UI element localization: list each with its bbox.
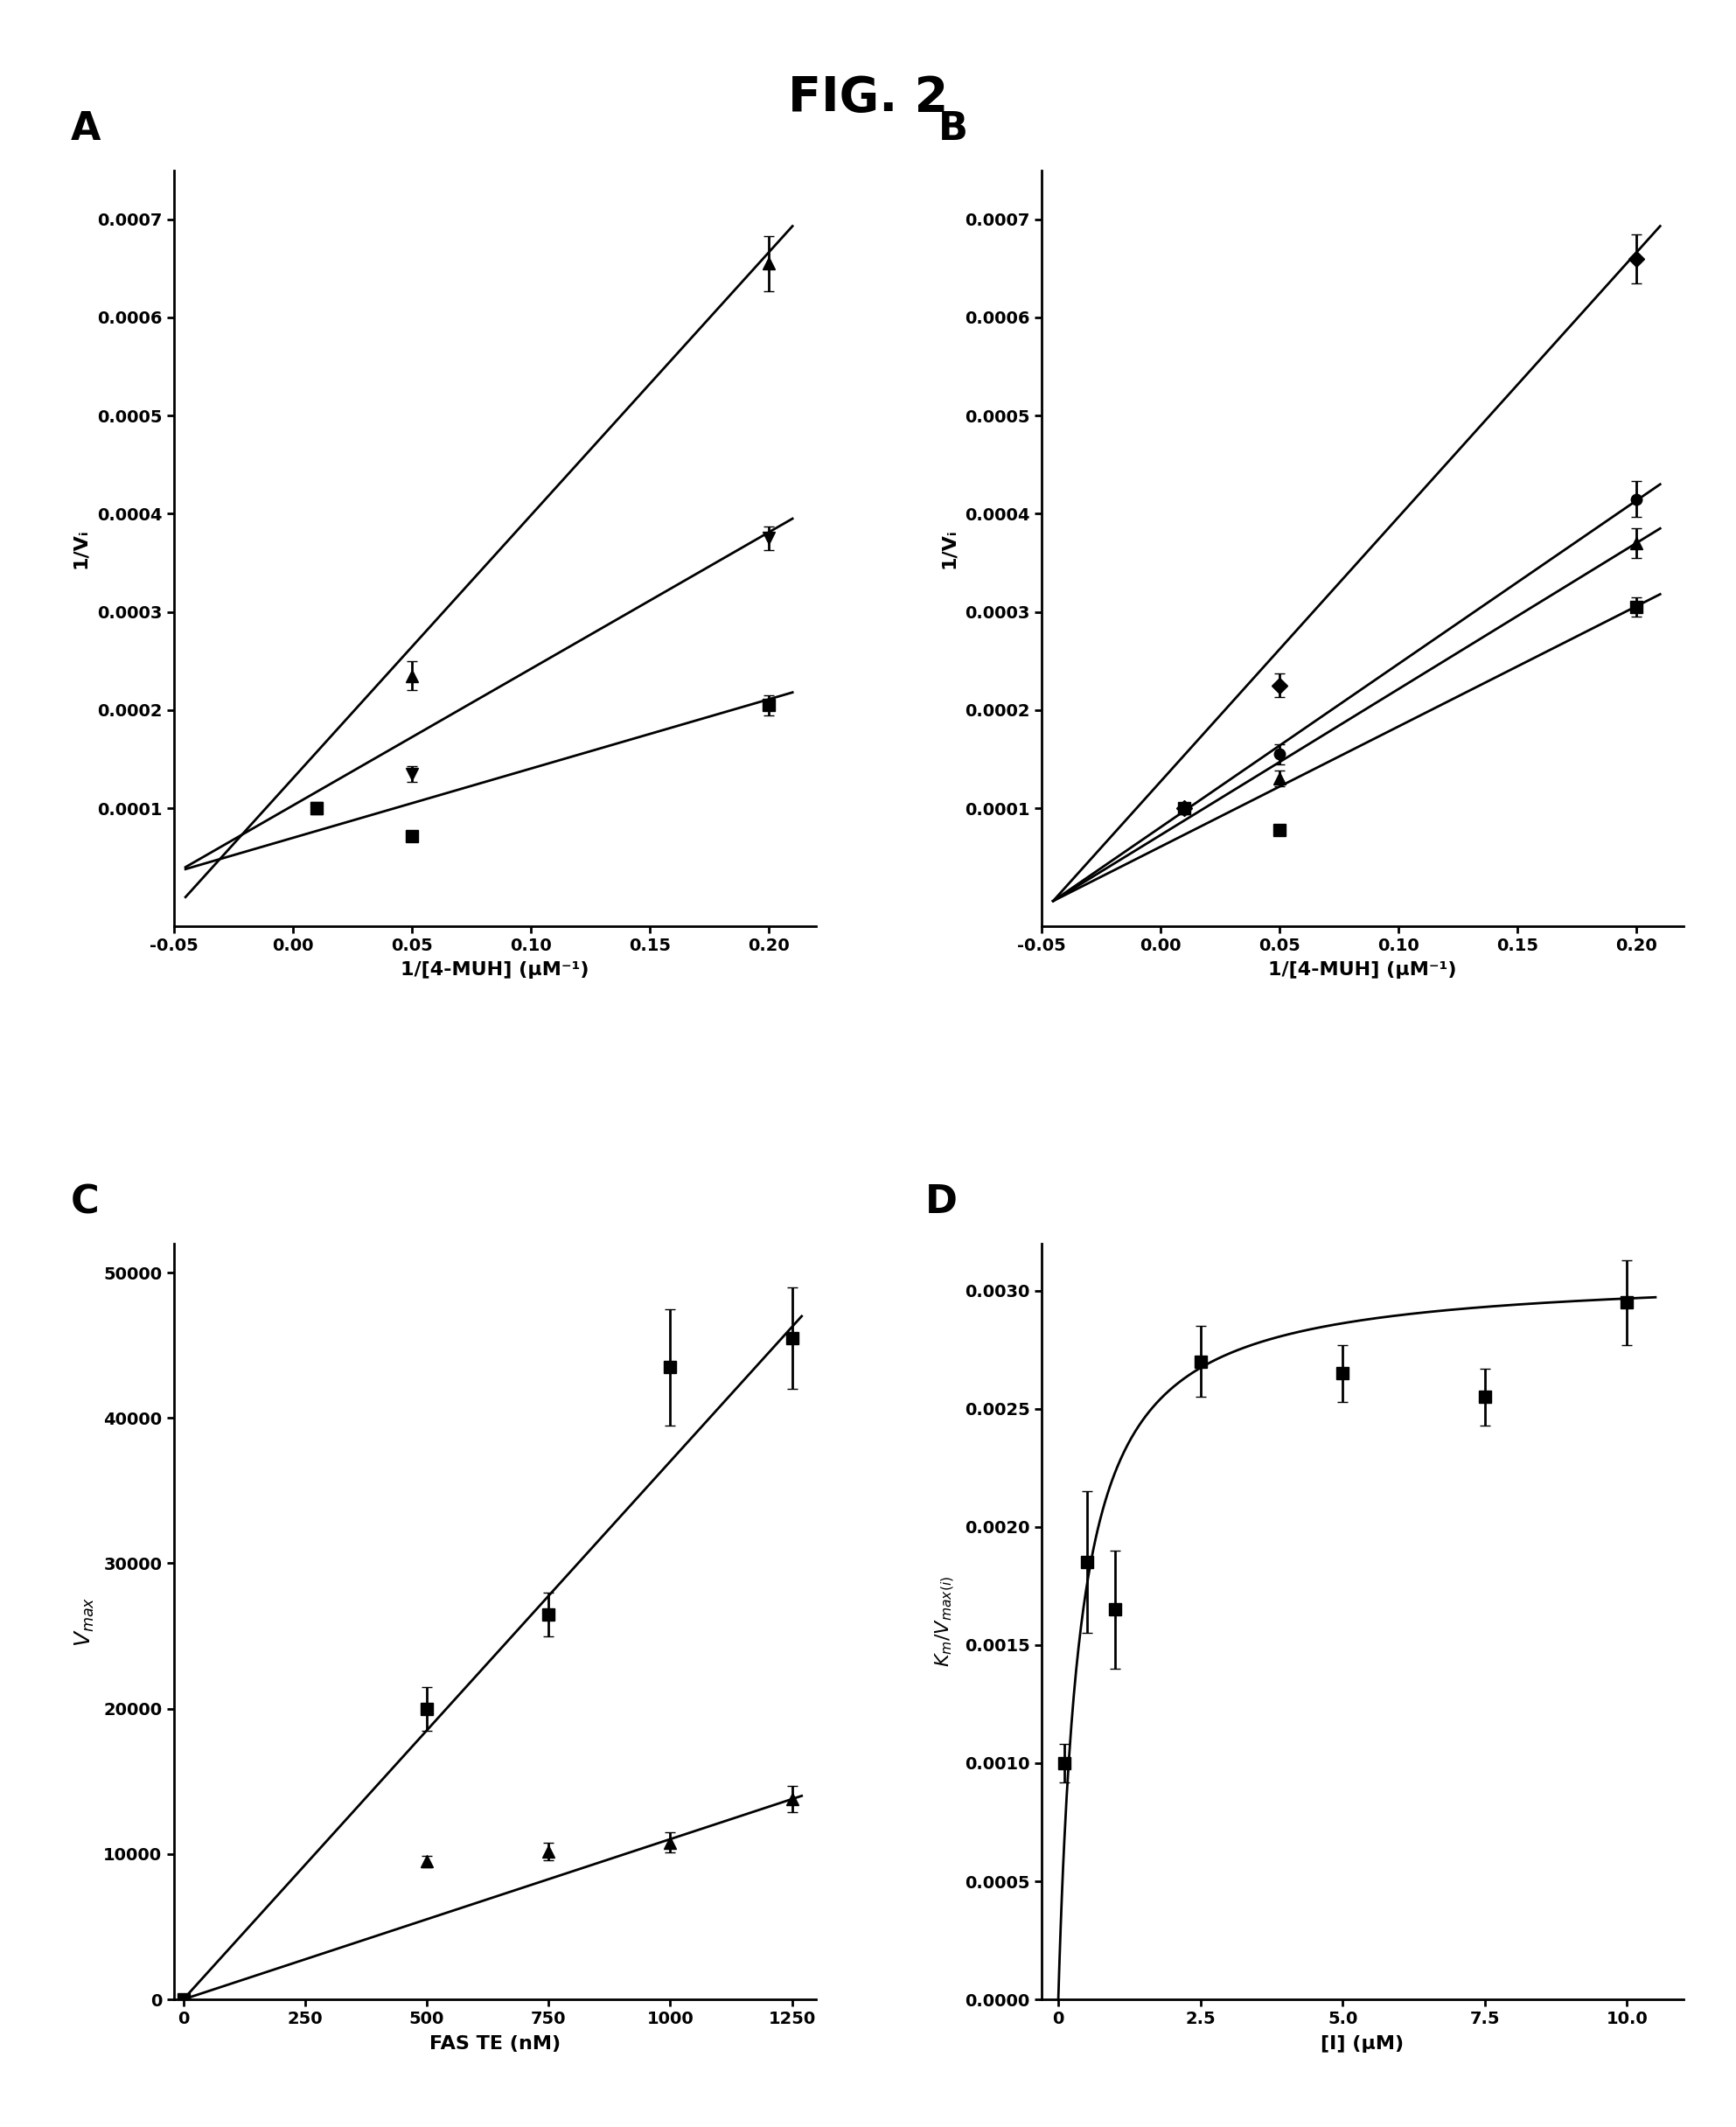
X-axis label: 1/[4-MUH] (μM⁻¹): 1/[4-MUH] (μM⁻¹) <box>401 961 589 978</box>
Y-axis label: $V_{max}$: $V_{max}$ <box>73 1597 95 1646</box>
X-axis label: 1/[4-MUH] (μM⁻¹): 1/[4-MUH] (μM⁻¹) <box>1269 961 1457 978</box>
Text: A: A <box>71 111 101 147</box>
Text: FIG. 2: FIG. 2 <box>788 74 948 121</box>
Y-axis label: $K_m/V_{max(i)}$: $K_m/V_{max(i)}$ <box>934 1576 957 1668</box>
X-axis label: FAS TE (nM): FAS TE (nM) <box>429 2036 561 2053</box>
Text: C: C <box>71 1183 99 1221</box>
Text: D: D <box>925 1183 958 1221</box>
X-axis label: [I] (μM): [I] (μM) <box>1321 2036 1404 2053</box>
Y-axis label: 1/Vᵢ: 1/Vᵢ <box>73 527 90 568</box>
Text: B: B <box>939 111 969 147</box>
Y-axis label: 1/Vᵢ: 1/Vᵢ <box>939 527 957 568</box>
